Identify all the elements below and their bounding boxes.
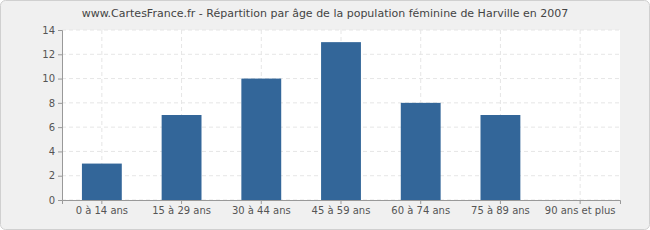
bar <box>560 200 600 201</box>
y-tick-mark <box>58 103 62 104</box>
bar <box>321 42 361 200</box>
y-tick-mark <box>58 54 62 55</box>
y-tick: 6 <box>49 122 62 133</box>
x-tick: 60 à 74 ans <box>391 200 450 216</box>
x-tick: 90 ans et plus <box>545 200 616 216</box>
y-tick: 10 <box>42 73 62 84</box>
plot-area <box>62 30 620 200</box>
x-tick: 75 à 89 ans <box>471 200 530 216</box>
y-tick-mark <box>58 176 62 177</box>
x-tick: 30 à 44 ans <box>232 200 291 216</box>
y-tick-mark <box>58 79 62 80</box>
x-axis: 0 à 14 ans 15 à 29 ans 30 à 44 ans 45 à 59 … <box>63 200 621 216</box>
y-tick: 8 <box>49 98 62 109</box>
grid-line-x <box>580 30 581 200</box>
x-tick-label: 75 à 89 ans <box>471 205 530 216</box>
title: www.CartesFrance.fr - Répartition par âg… <box>82 7 569 20</box>
x-tick: 15 à 29 ans <box>152 200 211 216</box>
x-tick-label: 0 à 14 ans <box>76 205 128 216</box>
y-tick-mark <box>58 151 62 152</box>
y-tick-label: 0 <box>49 195 55 206</box>
x-tick: 0 à 14 ans <box>76 200 128 216</box>
y-tick: 14 <box>42 25 62 36</box>
x-tick-mark <box>101 200 102 204</box>
x-tick-mark <box>420 200 421 204</box>
x-tick-mark <box>580 200 581 204</box>
chart-container: www.CartesFrance.fr - Répartition par âg… <box>0 0 650 230</box>
x-tick-label: 45 à 59 ans <box>312 205 371 216</box>
bar <box>162 115 202 200</box>
x-tick: 45 à 59 ans <box>312 200 371 216</box>
background <box>1 1 650 230</box>
y-tick-label: 4 <box>49 146 55 157</box>
y-tick-label: 14 <box>42 25 55 36</box>
x-tick-mark <box>341 200 342 204</box>
y-tick-label: 6 <box>49 122 55 133</box>
y-tick-label: 2 <box>49 170 55 181</box>
bars <box>82 42 520 200</box>
x-tick-mark <box>500 200 501 204</box>
y-tick-label: 8 <box>49 98 55 109</box>
x-tick-label: 15 à 29 ans <box>152 205 211 216</box>
x-axis-line <box>63 201 621 205</box>
y-axis-line <box>58 31 63 201</box>
y-tick: 12 <box>42 49 62 60</box>
y-tick-mark <box>58 30 62 31</box>
plot: 0 2 4 6 8 10 12 14 0 à 14 ans 15 à 29 ans 30 à 44 … <box>42 25 620 216</box>
bar <box>481 115 521 200</box>
x-tick-mark <box>181 200 182 204</box>
y-tick: 2 <box>49 170 62 181</box>
chart-svg: www.CartesFrance.fr - Répartition par âg… <box>0 0 650 230</box>
x-tick-label: 30 à 44 ans <box>232 205 291 216</box>
y-axis: 0 2 4 6 8 10 12 14 <box>42 25 62 206</box>
y-tick: 0 <box>49 195 62 206</box>
x-tick-label: 90 ans et plus <box>545 205 616 216</box>
x-tick-mark <box>261 200 262 204</box>
y-tick-label: 10 <box>42 73 55 84</box>
bar <box>401 103 441 200</box>
y-tick-label: 12 <box>42 49 55 60</box>
x-tick-label: 60 à 74 ans <box>391 205 450 216</box>
bar <box>82 164 122 200</box>
y-tick-mark <box>58 200 62 201</box>
y-tick: 4 <box>49 146 62 157</box>
bar <box>241 79 281 200</box>
y-tick-mark <box>58 127 62 128</box>
